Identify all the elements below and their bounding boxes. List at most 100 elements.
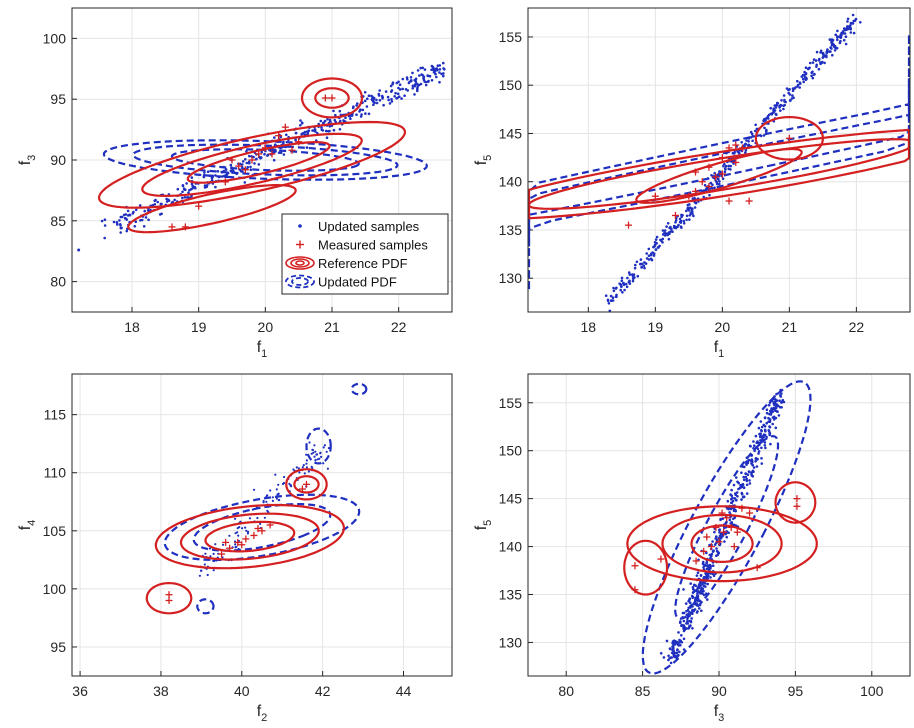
updated-sample-point (647, 254, 651, 258)
updated-sample-point (236, 531, 239, 534)
updated-sample-point (688, 218, 691, 221)
measured-sample-point (222, 538, 230, 546)
updated-sample-point (265, 495, 268, 498)
updated-sample-point (355, 113, 358, 116)
x-tick-label: 90 (711, 683, 727, 699)
updated-sample-point (367, 94, 371, 97)
updated-sample-point (305, 453, 308, 456)
updated-sample-point (202, 175, 206, 178)
updated-sample-point (745, 456, 749, 460)
updated-sample-point (780, 406, 783, 409)
updated-sample-point (426, 80, 430, 84)
measured-sample-point (328, 94, 336, 102)
y-tick-label: 95 (50, 639, 66, 655)
measured-sample-point (733, 528, 741, 536)
updated-sample-point (241, 160, 245, 163)
updated-sample-point (612, 286, 615, 290)
updated-sample-point (320, 126, 323, 129)
updated-sample-point (750, 458, 754, 461)
updated-sample-point (390, 97, 393, 101)
updated-sample-point (643, 261, 646, 264)
updated-sample-point (846, 20, 849, 23)
updated-sample-point (744, 472, 748, 476)
updated-sample-point (700, 189, 704, 193)
updated-sample-point (785, 87, 789, 90)
measured-sample-point (793, 495, 801, 503)
updated-sample-point (410, 79, 413, 82)
updated-pdf-contour (170, 148, 360, 172)
updated-sample-point (183, 196, 187, 199)
updated-sample-point (654, 248, 658, 251)
updated-sample-point (389, 84, 393, 88)
updated-pdf-contour (527, 78, 911, 247)
y-tick-label: 130 (499, 270, 523, 286)
updated-sample-point (173, 198, 176, 202)
updated-sample-point (763, 441, 767, 444)
updated-sample-point (731, 151, 735, 155)
updated-sample-point (633, 276, 636, 279)
updated-sample-point (689, 582, 692, 585)
updated-sample-point (706, 598, 709, 601)
updated-sample-point (186, 196, 189, 199)
updated-sample-point (625, 285, 629, 289)
updated-sample-point (153, 199, 156, 203)
updated-sample-point (793, 87, 796, 90)
updated-sample-point (125, 229, 129, 233)
reference-pdf-contour (127, 184, 297, 234)
updated-sample-point (153, 203, 157, 206)
updated-sample-point (782, 107, 785, 111)
updated-sample-point (771, 410, 775, 413)
updated-sample-point (774, 405, 778, 409)
updated-sample-point (271, 499, 274, 502)
updated-sample-point (305, 146, 309, 149)
measured-sample-point (242, 535, 250, 543)
updated-sample-point (682, 588, 685, 591)
updated-sample-point (370, 94, 373, 98)
updated-sample-point (604, 294, 608, 298)
updated-sample-point (844, 42, 848, 46)
updated-sample-point (314, 130, 317, 133)
measured-sample-point (165, 591, 173, 599)
updated-sample-point (668, 647, 672, 651)
measured-sample-point (738, 504, 746, 512)
updated-sample-point (274, 148, 277, 152)
measured-sample-point (195, 202, 203, 210)
y-tick-label: 115 (44, 407, 67, 423)
updated-sample-point (679, 620, 682, 623)
updated-sample-point (823, 61, 826, 65)
updated-sample-point (760, 462, 764, 465)
updated-sample-point (257, 163, 261, 166)
updated-sample-point (401, 87, 405, 91)
updated-sample-point (327, 130, 330, 133)
updated-sample-point (718, 180, 721, 183)
subplot-2: 18 19 20 21 22 130 135 140 145 150 155 f1 f5 (473, 7, 911, 360)
x-tick-label: 20 (715, 319, 731, 335)
measured-sample-point (753, 564, 761, 572)
updated-sample-point (819, 49, 823, 53)
updated-sample-point (252, 488, 256, 491)
updated-sample-point (730, 501, 733, 505)
updated-sample-point (419, 66, 423, 70)
x-tick-label: 20 (258, 319, 274, 335)
updated-sample-point (187, 191, 190, 194)
updated-sample-point (247, 160, 251, 164)
updated-sample-point (675, 651, 678, 655)
legend-contour-marker (290, 258, 310, 268)
updated-sample-point (312, 451, 315, 454)
updated-sample-point (204, 552, 207, 555)
updated-sample-point (752, 447, 755, 450)
updated-pdf-contour (527, 34, 911, 291)
measured-sample-point (720, 528, 728, 536)
plot-area (72, 374, 452, 676)
updated-sample-point (327, 447, 330, 450)
measured-sample-point (241, 166, 249, 174)
updated-sample-point (718, 535, 722, 538)
y-tick-label: 145 (499, 125, 523, 141)
updated-sample-point (742, 486, 746, 489)
axes-frame (71, 373, 453, 677)
updated-sample-point (707, 574, 710, 578)
updated-sample-point (222, 165, 226, 169)
updated-sample-point (620, 285, 623, 289)
updated-sample-point (750, 472, 753, 476)
updated-sample-point (230, 170, 233, 173)
